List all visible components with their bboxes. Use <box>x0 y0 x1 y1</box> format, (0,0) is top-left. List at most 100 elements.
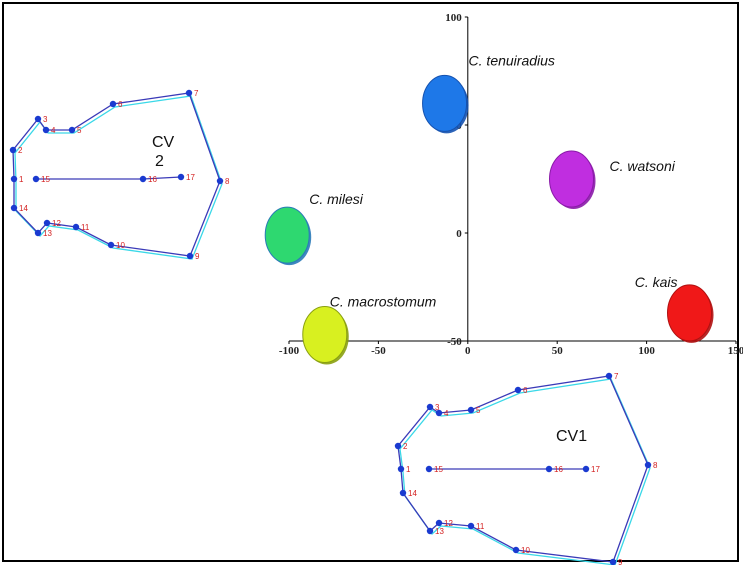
species-labels: C. tenuiradius C. watsoni C. milesi C. kais… <box>309 52 677 309</box>
species-label: C. tenuiradius <box>469 52 555 68</box>
x-tick-label: 150 <box>728 345 743 357</box>
landmark-dot <box>435 409 443 417</box>
landmark-dot <box>512 546 520 554</box>
landmark-label: 4 <box>444 409 449 418</box>
landmark-dot <box>467 406 475 414</box>
landmark-label: 1 <box>19 175 24 184</box>
x-tick-label: -50 <box>371 345 386 357</box>
target-outline <box>399 378 651 565</box>
landmark-dot <box>9 146 17 154</box>
landmark-dot <box>582 465 590 473</box>
landmark-dot <box>216 177 224 185</box>
landmark-label: 6 <box>523 386 528 395</box>
landmark-dot <box>72 223 80 231</box>
y-tick-label: 100 <box>445 12 462 24</box>
landmark-label: 4 <box>51 126 56 135</box>
landmark-dot <box>186 252 194 260</box>
landmark-label: 13 <box>435 527 444 536</box>
landmark-dot <box>32 175 40 183</box>
group-ellipse <box>302 306 348 364</box>
landmark-label: 13 <box>43 229 52 238</box>
landmark-label: 6 <box>118 100 123 109</box>
landmark-dot <box>10 175 18 183</box>
x-tick-label: 0 <box>465 345 471 357</box>
landmark-dot <box>139 175 147 183</box>
landmark-dot <box>425 465 433 473</box>
group-ellipses <box>264 74 714 365</box>
cv-label: CV1 <box>556 428 587 445</box>
landmark-dot <box>394 442 402 450</box>
group-ellipse <box>264 206 310 264</box>
landmark-label: 16 <box>554 465 563 474</box>
landmark-label: 12 <box>444 519 453 528</box>
landmark-label: 10 <box>521 546 530 555</box>
landmark-label: 15 <box>41 175 50 184</box>
group-ellipse <box>667 284 713 342</box>
landmark-dot <box>68 126 76 134</box>
group-ellipse <box>422 74 468 132</box>
landmark-dot <box>107 241 115 249</box>
landmark-label: 7 <box>614 372 619 381</box>
landmark-dot <box>185 89 193 97</box>
landmark-dot <box>42 126 50 134</box>
landmark-dot <box>34 229 42 237</box>
x-tick-label: -100 <box>279 345 300 357</box>
landmark-label: 11 <box>476 522 485 531</box>
landmark-label: 3 <box>435 403 440 412</box>
landmark-label: 9 <box>195 252 200 261</box>
landmark-dot <box>109 100 117 108</box>
landmark-dot <box>605 372 613 380</box>
midline <box>36 176 182 180</box>
y-tick-label: -50 <box>447 336 462 348</box>
landmark-label: 14 <box>408 489 417 498</box>
landmark-label: 10 <box>116 241 125 250</box>
landmark-label: 12 <box>52 219 61 228</box>
landmark-label: 16 <box>148 175 157 184</box>
landmark-dot <box>467 522 475 530</box>
landmark-dot <box>43 219 51 227</box>
landmark-dot <box>397 465 405 473</box>
species-label: C. watsoni <box>610 158 676 174</box>
landmark-dot <box>10 204 18 212</box>
landmark-label: 9 <box>618 558 623 565</box>
y-tick-label: 0 <box>456 228 462 240</box>
x-tick-label: 50 <box>552 345 564 357</box>
species-label: C. kais <box>635 274 678 290</box>
landmark-dot <box>426 527 434 535</box>
landmark-dot <box>609 558 617 565</box>
landmark-label: 11 <box>81 223 90 232</box>
landmark-label: 14 <box>19 204 28 213</box>
species-label: C. macrostomum <box>330 294 437 310</box>
landmark-dot <box>34 115 42 123</box>
landmark-label: 15 <box>434 465 443 474</box>
species-label: C. milesi <box>309 191 364 207</box>
cv-label-line2: 2 <box>155 153 164 170</box>
landmark-label: 8 <box>225 177 230 186</box>
axes <box>288 16 737 344</box>
landmark-dot <box>545 465 553 473</box>
x-tick-label: 100 <box>638 345 655 357</box>
landmark-label: 3 <box>43 115 48 124</box>
landmark-label: 17 <box>186 173 195 182</box>
landmark-label: 8 <box>653 461 658 470</box>
landmark-label: 2 <box>403 442 408 451</box>
landmark-dot <box>514 386 522 394</box>
landmark-label: 17 <box>591 465 600 474</box>
landmark-dot <box>399 489 407 497</box>
landmark-label: 5 <box>77 126 82 135</box>
landmark-label: 1 <box>406 465 411 474</box>
landmark-dot <box>644 461 652 469</box>
landmark-dot <box>435 519 443 527</box>
landmark-label: 2 <box>18 146 23 155</box>
cv-label: CV <box>152 134 175 151</box>
landmark-label: 5 <box>476 406 481 415</box>
landmark-label: 7 <box>194 89 199 98</box>
landmark-dot <box>177 173 185 181</box>
landmark-dot <box>426 403 434 411</box>
group-ellipse <box>549 150 595 208</box>
